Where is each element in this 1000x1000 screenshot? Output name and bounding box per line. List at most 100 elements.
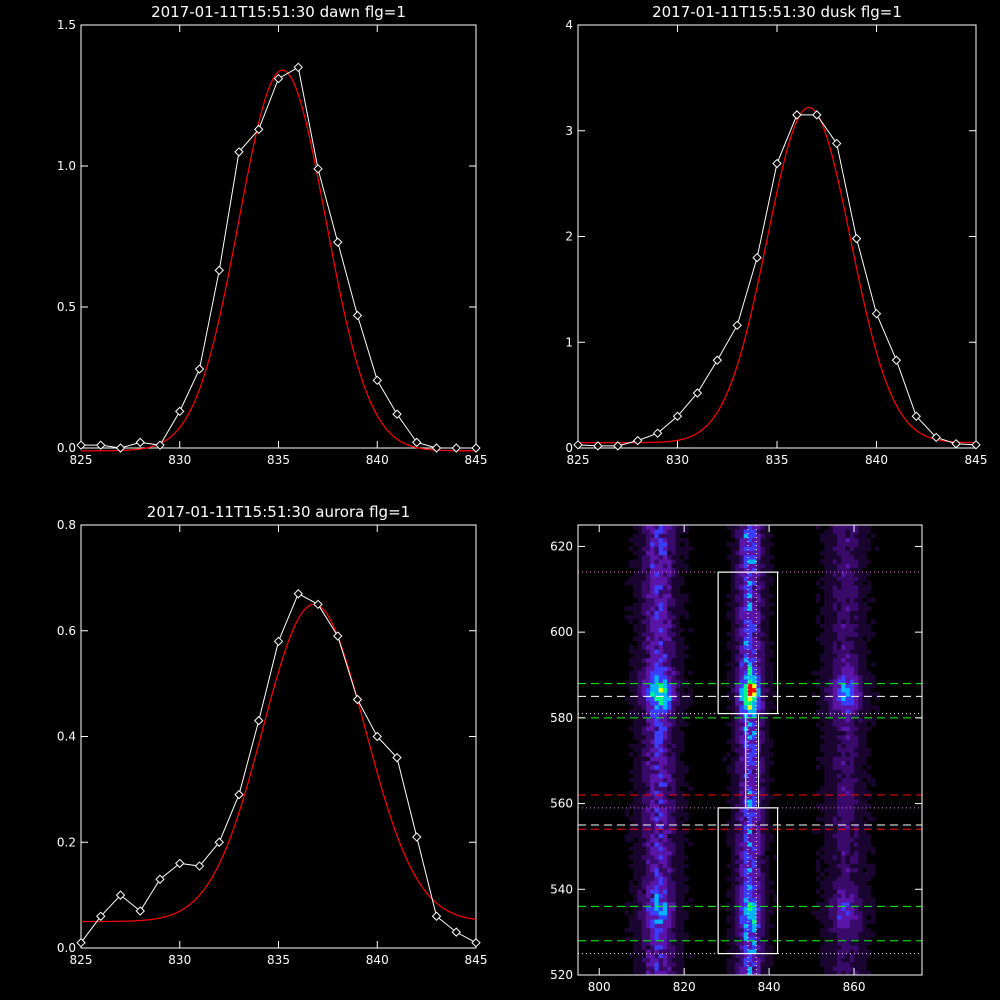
heatmap-cell [688, 747, 693, 753]
heatmap-cell [739, 825, 744, 830]
heatmap-cell [675, 855, 681, 860]
heatmap-cell [650, 837, 655, 843]
heatmap-cell [637, 696, 643, 702]
heatmap-cell [747, 962, 753, 967]
heatmap-cell [684, 683, 689, 689]
heatmap-cell [752, 957, 757, 963]
heatmap-cell [760, 602, 766, 607]
heatmap-cell [730, 906, 736, 912]
heatmap-cell [633, 687, 638, 693]
aurora-data-point [234, 789, 244, 800]
heatmap-cell [747, 803, 753, 809]
heatmap-cell [662, 619, 668, 624]
heatmap-cell [862, 567, 868, 573]
heatmap-cell [764, 863, 770, 869]
heatmap-cell [688, 743, 693, 749]
heatmap-cell [641, 893, 647, 899]
heatmap-cell [637, 812, 643, 817]
heatmap-cell [654, 730, 659, 736]
heatmap-cell [832, 790, 838, 796]
heatmap-cell [645, 739, 651, 744]
heatmap-cell [662, 885, 668, 890]
heatmap-cell [832, 957, 838, 963]
heatmap-cell [756, 619, 761, 624]
heatmap-cell [743, 619, 749, 624]
heatmap-cell [854, 953, 859, 959]
heatmap-cell [845, 756, 851, 762]
heatmap-cell [743, 807, 749, 813]
heatmap-cell [633, 576, 638, 582]
heatmap-cell [756, 885, 761, 890]
heatmap-cell [828, 696, 834, 702]
heatmap-cell [645, 893, 651, 899]
heatmap-cell [841, 645, 846, 650]
heatmap-cell [671, 632, 676, 637]
heatmap-cell [828, 537, 834, 543]
heatmap-cell [667, 816, 672, 822]
heatmap-cell [730, 769, 736, 774]
heatmap-cell [658, 846, 664, 852]
heatmap-cell [675, 666, 681, 672]
heatmap-cell [650, 803, 655, 809]
heatmap-cell [858, 833, 863, 839]
heatmap-cell [747, 696, 753, 702]
heatmap-cell [824, 589, 829, 594]
heatmap-cell [747, 627, 753, 633]
heatmap-cell [628, 687, 634, 693]
heatmap-cell [828, 662, 834, 667]
heatmap-cell [866, 679, 872, 684]
dawn-xtick-label: 845 [465, 453, 488, 467]
heatmap-cell [624, 696, 630, 702]
heatmap-cell [858, 696, 863, 702]
heatmap-cell [820, 919, 825, 924]
heatmap-cell [824, 807, 829, 813]
heatmap-cell [679, 546, 685, 552]
heatmap-cell [675, 837, 681, 843]
heatmap-cell [858, 790, 863, 796]
heatmap-cell [730, 949, 736, 954]
heatmap-cell [858, 816, 863, 822]
heatmap-cell [684, 653, 689, 659]
heatmap-cell [858, 619, 863, 624]
heatmap-cell [637, 885, 643, 890]
heatmap-cell [866, 709, 872, 714]
heatmap-cell [764, 833, 770, 839]
heatmap-cell [641, 692, 647, 697]
heatmap-cell [862, 696, 868, 702]
heatmap-cell [764, 576, 770, 582]
heatmap-cell [633, 812, 638, 817]
heatmap-cell [662, 525, 668, 530]
heatmap-cell [735, 525, 740, 530]
heatmap-cell [637, 966, 643, 972]
heatmap-cell [654, 923, 659, 929]
heatmap-cell [637, 932, 643, 937]
heatmap-cell [862, 713, 868, 719]
heatmap-cell [679, 606, 685, 612]
heatmap-cell [845, 533, 851, 539]
heatmap-cell [832, 812, 838, 817]
heatmap-cell [628, 649, 634, 654]
heatmap-cell [671, 580, 676, 586]
heatmap-cell [658, 610, 664, 616]
heatmap-cell [756, 807, 761, 813]
heatmap-cell [688, 786, 693, 792]
heatmap-cell [667, 572, 672, 577]
heatmap-cell [824, 597, 829, 603]
heatmap-cell [743, 872, 749, 877]
heatmap-cell [633, 537, 638, 543]
heatmap-cell [824, 730, 829, 736]
heatmap-cell [645, 923, 651, 929]
heatmap-cell [739, 756, 744, 762]
heatmap-cell [739, 859, 744, 864]
heatmap-cell [849, 666, 855, 672]
heatmap-cell [824, 640, 829, 646]
heatmap-cell [828, 709, 834, 714]
heatmap-cell [671, 576, 676, 582]
heatmap-cell [628, 580, 634, 586]
heatmap-cell [658, 550, 664, 556]
heatmap-cell [684, 867, 689, 873]
heatmap-cell [650, 717, 655, 723]
heatmap-cell [654, 606, 659, 612]
heatmap-cell [858, 687, 863, 693]
heatmap-cell [658, 735, 664, 740]
